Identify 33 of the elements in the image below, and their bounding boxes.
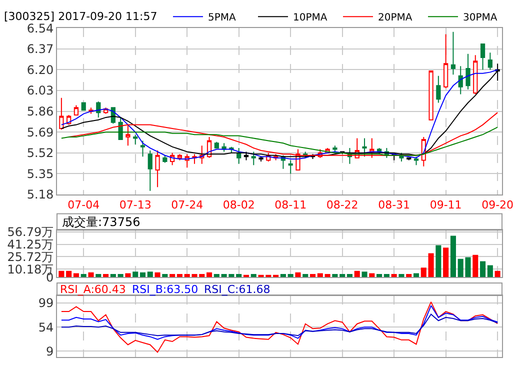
x-tick-label: 07-04 <box>68 198 100 212</box>
y-tick-label: 99 <box>38 296 54 310</box>
text: RSI_C:61.68 <box>204 283 270 296</box>
y-tick-label: 6.03 <box>26 84 54 98</box>
y-tick-label: 5.18 <box>26 188 54 202</box>
y-tick-label: 54 <box>38 320 54 334</box>
x-tick-label: 08-11 <box>274 198 307 212</box>
x-tick-label: 07-24 <box>171 198 204 212</box>
chart-title: 成交量:73756 <box>62 215 140 229</box>
series-label: RSI_A:60.43 <box>60 283 126 296</box>
legend-label: 20PMA <box>378 12 412 24</box>
y-tick-label: 25.72万 <box>7 250 54 264</box>
y-tick-label: 6.37 <box>26 42 54 56</box>
x-tick-label: 08-31 <box>378 198 410 212</box>
y-tick-label: 9 <box>46 344 54 358</box>
x-tick-label: 08-02 <box>222 198 255 212</box>
y-tick-label: 41.25万 <box>7 237 54 252</box>
x-tick-label: 08-22 <box>326 198 358 212</box>
y-tick-label: 5.69 <box>26 125 54 140</box>
x-tick-label: 09-11 <box>430 198 462 212</box>
y-tick-label: 5.35 <box>26 166 54 181</box>
legend-label: 10PMA <box>293 12 328 24</box>
y-tick-label: 6.20 <box>26 62 54 77</box>
legend-label: 5PMA <box>208 12 236 24</box>
x-tick-label: 07-13 <box>119 198 152 212</box>
legend-label: 30PMA <box>463 12 498 24</box>
y-tick-label: 56.79万 <box>7 225 54 240</box>
y-tick-label: 6.54 <box>26 21 54 36</box>
x-tick-label: 09-20 <box>482 198 514 212</box>
y-tick-label: 5.52 <box>26 146 54 160</box>
text: RSI_B:63.50 <box>132 283 198 296</box>
y-tick-label: 5.86 <box>26 104 54 119</box>
chart-title: [300325] 2017-09-20 11:57 <box>4 10 158 23</box>
